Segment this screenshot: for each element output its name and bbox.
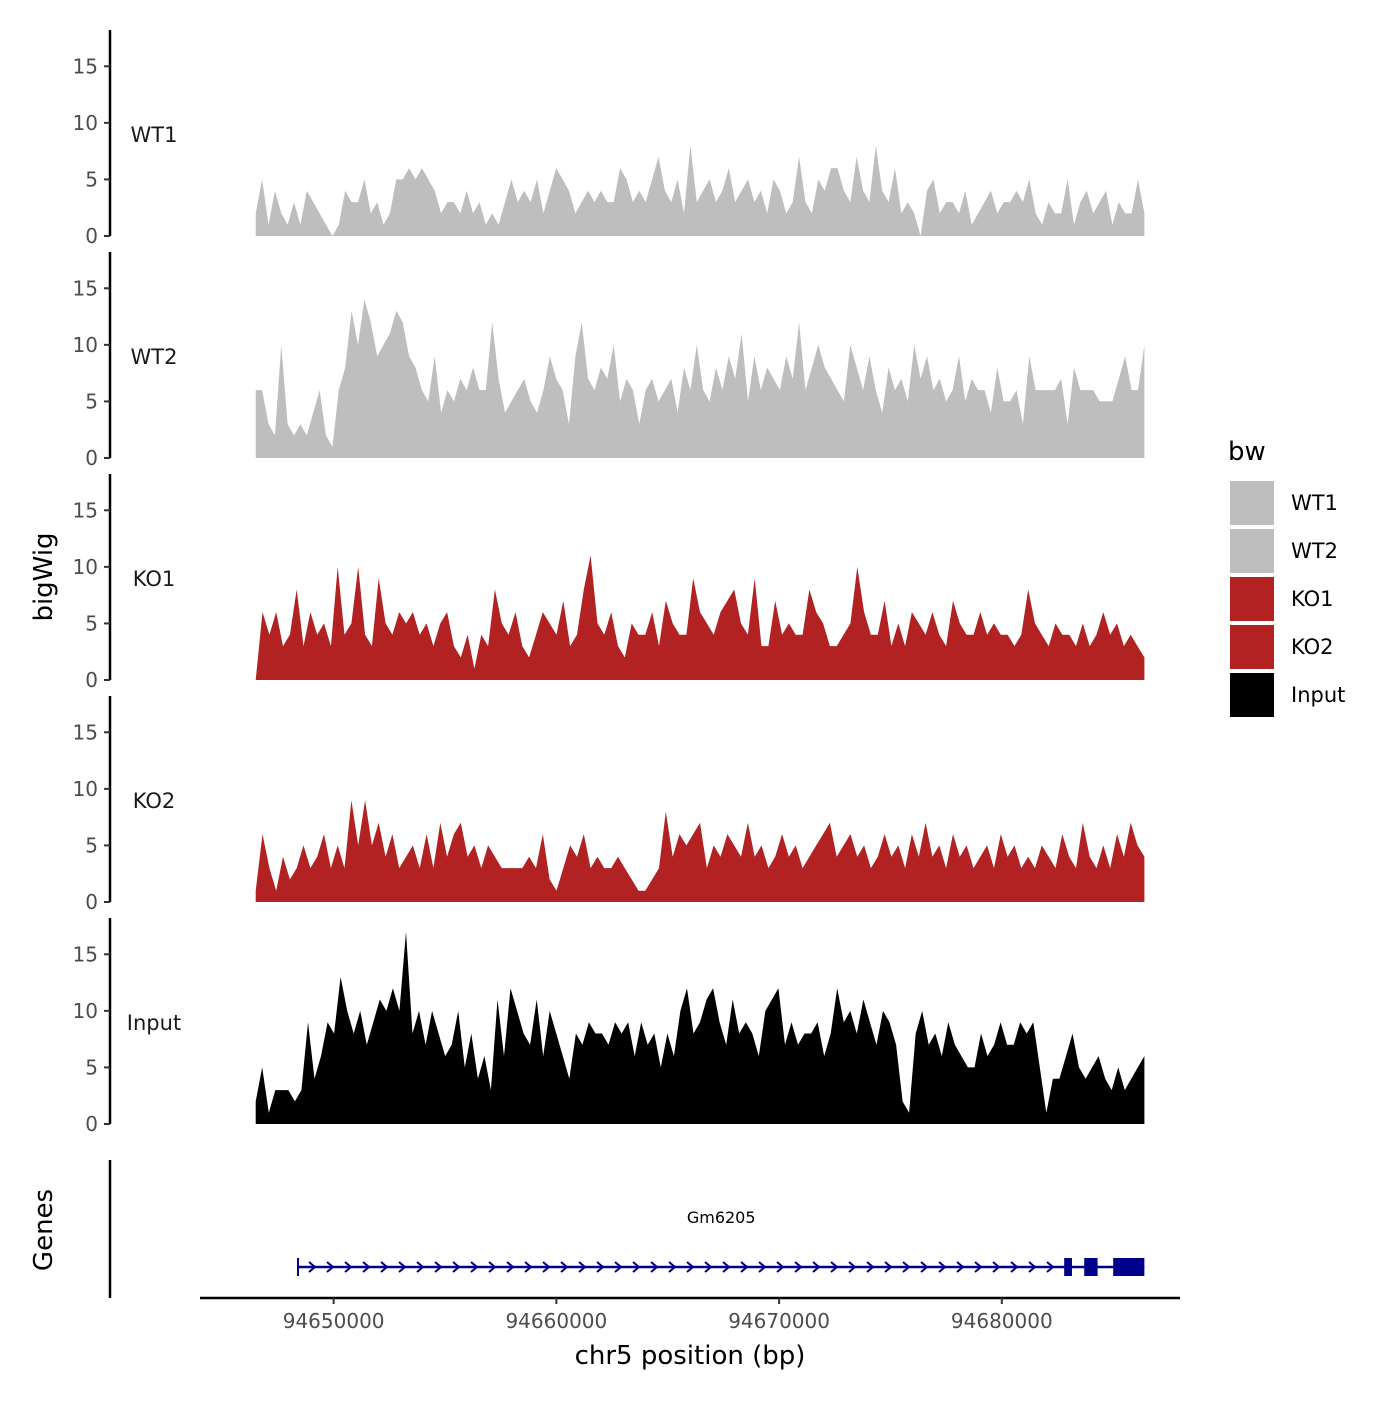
y-tick-label-ko1-5: 5 — [85, 611, 98, 635]
y-tick-label-wt1-10: 10 — [73, 111, 98, 135]
signal-area-ko1 — [256, 556, 1145, 681]
track-label-wt1: WT1 — [131, 123, 178, 147]
y-tick-label-wt2-5: 5 — [85, 389, 98, 413]
legend-key-ko2 — [1229, 624, 1275, 670]
track-input: 0 5 10 15 Input — [73, 918, 1145, 1136]
y-tick-label-ko1-0: 0 — [85, 668, 98, 692]
legend-key-input — [1229, 672, 1275, 718]
track-wt2: 0 5 10 15 WT2 — [73, 252, 1145, 470]
exon-1 — [1064, 1258, 1072, 1276]
signal-area-input — [256, 932, 1145, 1124]
y-tick-label-ko1-15: 15 — [73, 498, 98, 522]
y-tick-label-wt1-15: 15 — [73, 54, 98, 78]
figure: 0 5 10 15 WT1 0 5 10 15 WT2 0 5 10 15 KO1 0 5 10 15 KO2 0 5 10… — [0, 0, 1400, 1400]
y-tick-label-wt1-0: 0 — [85, 224, 98, 248]
signal-area-wt1 — [256, 146, 1145, 237]
x-tick-label-94650000: 94650000 — [283, 1309, 385, 1333]
legend-label-ko1: KO1 — [1291, 587, 1334, 611]
track-wt1: 0 5 10 15 WT1 — [73, 30, 1145, 248]
y-tick-label-wt2-0: 0 — [85, 446, 98, 470]
y-tick-label-ko2-0: 0 — [85, 890, 98, 914]
y-tick-label-input-5: 5 — [85, 1055, 98, 1079]
track-ko1: 0 5 10 15 KO1 — [73, 474, 1145, 692]
x-tick-label-94680000: 94680000 — [951, 1309, 1053, 1333]
track-label-ko2: KO2 — [133, 789, 176, 813]
exon-3 — [1113, 1258, 1144, 1276]
legend-title: bw — [1228, 437, 1266, 467]
x-tick-label-94670000: 94670000 — [728, 1309, 830, 1333]
y-tick-label-ko2-5: 5 — [85, 833, 98, 857]
track-label-input: Input — [127, 1011, 181, 1035]
y-tick-label-wt1-5: 5 — [85, 167, 98, 191]
y-tick-label-input-10: 10 — [73, 999, 98, 1023]
legend-label-wt1: WT1 — [1291, 491, 1338, 515]
x-axis-title: chr5 position (bp) — [575, 1341, 806, 1371]
track-label-wt2: WT2 — [131, 345, 178, 369]
x-tick-label-94660000: 94660000 — [505, 1309, 607, 1333]
y-tick-label-input-0: 0 — [85, 1112, 98, 1136]
signal-area-ko2 — [256, 800, 1145, 902]
track-label-ko1: KO1 — [133, 567, 176, 591]
y-tick-label-ko2-15: 15 — [73, 720, 98, 744]
genes-track-title: Genes — [29, 1189, 59, 1271]
tracks-layer: 0 5 10 15 WT1 0 5 10 15 WT2 0 5 10 15 KO1 0 5 10 15 KO2 0 5 10… — [73, 30, 1145, 1136]
y-tick-label-input-15: 15 — [73, 942, 98, 966]
legend: bw WT1 WT2 KO1 KO2 Input — [1228, 437, 1345, 718]
signal-area-wt2 — [256, 300, 1145, 458]
legend-label-wt2: WT2 — [1291, 539, 1338, 563]
gene-name-label: Gm6205 — [687, 1208, 756, 1227]
legend-key-wt2 — [1229, 528, 1275, 574]
x-axis: 94650000 94660000 94670000 94680000 — [200, 1298, 1180, 1333]
exon-2 — [1084, 1258, 1097, 1276]
y-tick-label-ko1-10: 10 — [73, 555, 98, 579]
legend-key-ko1 — [1229, 576, 1275, 622]
legend-key-wt1 — [1229, 480, 1275, 526]
y-tick-label-wt2-10: 10 — [73, 333, 98, 357]
y-axis-title: bigWig — [29, 532, 59, 621]
legend-label-input: Input — [1291, 683, 1345, 707]
y-tick-label-ko2-10: 10 — [73, 777, 98, 801]
legend-label-ko2: KO2 — [1291, 635, 1334, 659]
gene-track: Gm6205 — [110, 1160, 1144, 1298]
genome-track-chart: 0 5 10 15 WT1 0 5 10 15 WT2 0 5 10 15 KO1 0 5 10 15 KO2 0 5 10… — [0, 0, 1400, 1400]
track-ko2: 0 5 10 15 KO2 — [73, 696, 1145, 914]
y-tick-label-wt2-15: 15 — [73, 276, 98, 300]
